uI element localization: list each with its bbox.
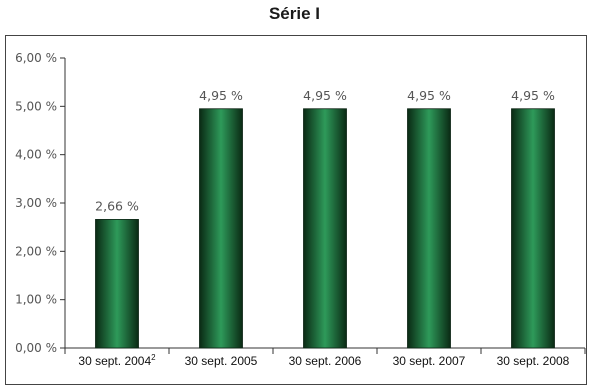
bar <box>407 108 451 349</box>
chart-frame <box>5 35 587 385</box>
y-tick-label: 4,00 % <box>15 148 57 162</box>
y-tick-label: 5,00 % <box>15 99 57 113</box>
y-tick-label: 2,00 % <box>15 244 57 258</box>
x-tick-label: 30 sept. 2007 <box>393 354 466 368</box>
y-tick-label: 6,00 % <box>15 51 57 65</box>
chart-title: Série I <box>268 4 321 23</box>
footnote-marker: 2 <box>151 353 156 362</box>
bar <box>95 219 139 349</box>
data-label: 4,95 % <box>407 88 451 103</box>
data-label: 4,95 % <box>199 88 243 103</box>
y-tick-label: 1,00 % <box>15 293 57 307</box>
data-label: 4,95 % <box>511 88 555 103</box>
bar <box>199 108 243 349</box>
data-label: 2,66 % <box>95 198 139 213</box>
bar <box>511 108 555 349</box>
x-tick-label: 30 sept. 20042 <box>78 353 156 368</box>
data-label: 4,95 % <box>303 88 347 103</box>
x-tick-label: 30 sept. 2008 <box>497 354 570 368</box>
y-tick-label: 3,00 % <box>15 196 57 210</box>
bar <box>303 108 347 349</box>
x-tick-label: 30 sept. 2005 <box>185 354 258 368</box>
x-tick-label: 30 sept. 2006 <box>289 354 362 368</box>
y-tick-label: 0,00 % <box>15 341 57 355</box>
